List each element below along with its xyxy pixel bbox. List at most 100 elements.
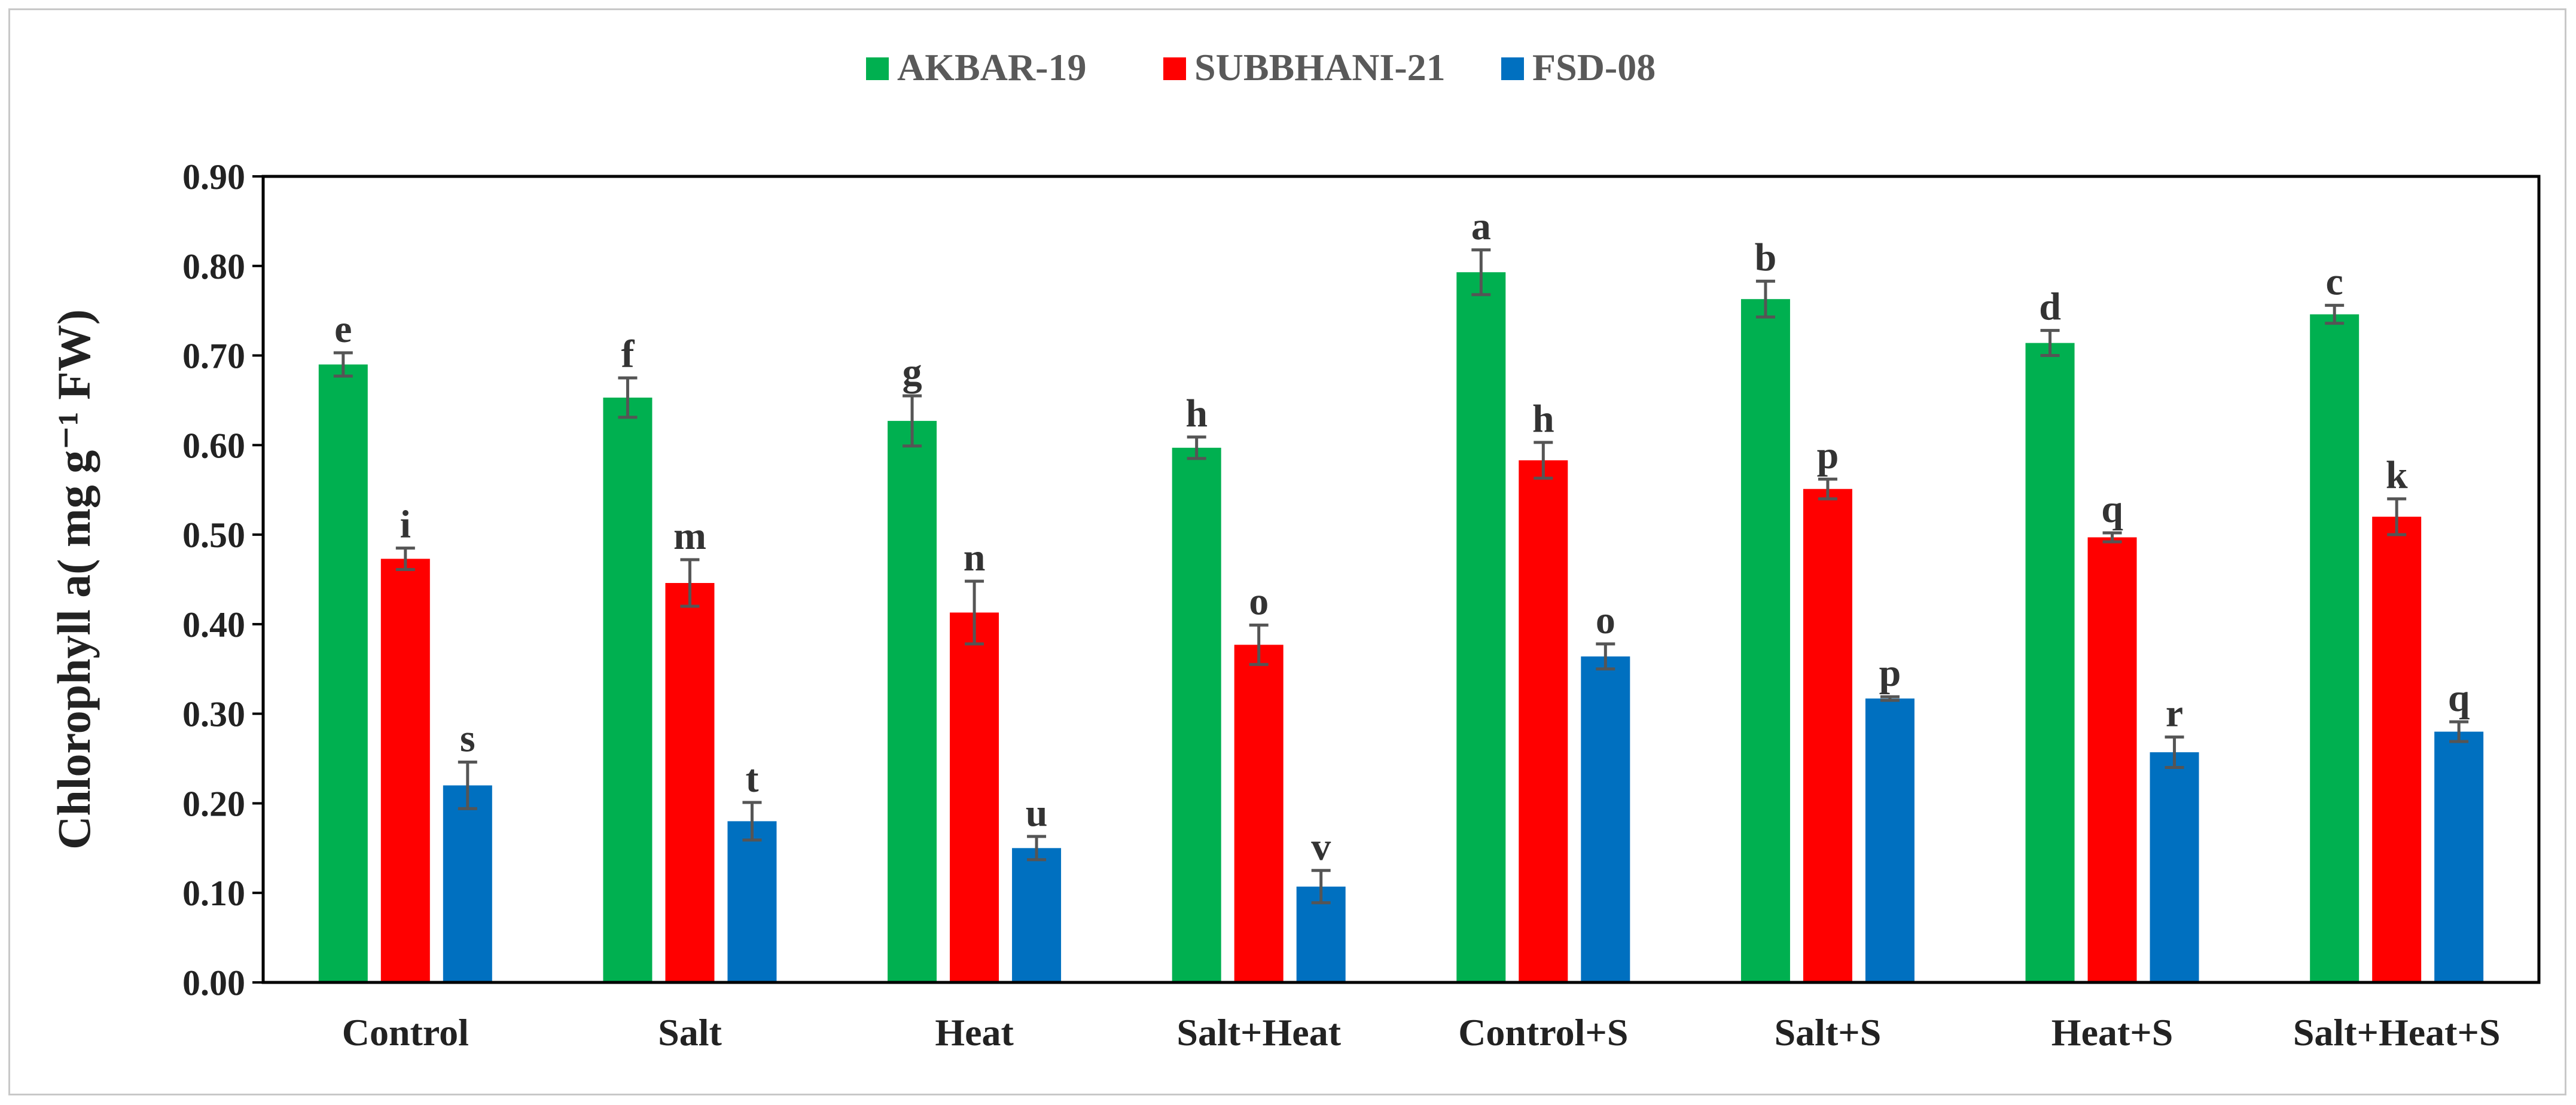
significance-letters: e i s f m t g n u h o v a h o b p p d q r c k q — [334, 204, 2470, 869]
error-bar — [1534, 441, 1553, 480]
bar-akbar-19 — [888, 420, 937, 982]
error-bar — [1187, 435, 1206, 460]
legend-swatch — [1163, 57, 1186, 80]
bar-fsd-08 — [1865, 698, 1915, 982]
bar-akbar-19 — [1456, 272, 1506, 982]
significance-letter: d — [2039, 285, 2061, 329]
legend-item-akbar-19: AKBAR-19 — [866, 46, 1086, 88]
error-bar — [1027, 835, 1047, 862]
x-category-label: Heat+S — [2051, 1011, 2173, 1054]
legend-label: SUBBHANI-21 — [1194, 46, 1446, 88]
bar-akbar-19 — [318, 364, 368, 982]
legend-label: FSD-08 — [1532, 46, 1656, 88]
significance-letter: n — [964, 536, 986, 579]
significance-letter: e — [334, 307, 352, 351]
x-category-label: Control+S — [1458, 1011, 1628, 1054]
error-bar — [1596, 642, 1615, 671]
significance-letter: o — [1596, 599, 1615, 642]
error-bar — [2387, 497, 2407, 536]
bar-subbhani-21 — [2087, 537, 2137, 982]
bar-fsd-08 — [2150, 752, 2199, 982]
bar-akbar-19 — [2025, 343, 2075, 982]
significance-letter: q — [2448, 676, 2470, 720]
x-category-label: Salt+Heat+S — [2293, 1011, 2501, 1054]
error-bar — [1471, 248, 1491, 297]
bar-fsd-08 — [443, 785, 492, 982]
bar-fsd-08 — [2434, 731, 2484, 982]
y-tick-label: 0.10 — [182, 874, 245, 913]
significance-letter: o — [1249, 579, 1269, 623]
y-tick-label: 0.70 — [182, 337, 245, 376]
bar-akbar-19 — [603, 397, 653, 982]
error-bar — [395, 547, 415, 572]
bar-akbar-19 — [1172, 447, 1221, 982]
legend: AKBAR-19 SUBBHANI-21 FSD-08 — [866, 46, 1656, 88]
bar-subbhani-21 — [950, 612, 999, 982]
bar-akbar-19 — [2310, 314, 2359, 983]
error-bars — [333, 248, 2469, 905]
legend-swatch — [866, 57, 889, 80]
y-axis-label: Chlorophyll a( mg g⁻¹ FW) — [48, 309, 100, 850]
y-tick-label: 0.00 — [182, 963, 245, 1003]
significance-letter: i — [400, 503, 411, 547]
error-bar — [1880, 695, 1900, 702]
bar-fsd-08 — [1012, 848, 1062, 982]
bar-subbhani-21 — [2372, 517, 2422, 982]
error-bar — [2449, 720, 2469, 743]
significance-letter: k — [2386, 453, 2408, 497]
error-bar — [458, 761, 477, 810]
bar-subbhani-21 — [1519, 460, 1568, 982]
error-bar — [2040, 329, 2060, 358]
y-tick-label: 0.50 — [182, 515, 245, 555]
bar-subbhani-21 — [665, 582, 715, 982]
significance-letter: t — [745, 757, 758, 801]
x-category-label: Salt+S — [1775, 1011, 1882, 1054]
significance-letter: f — [621, 332, 635, 376]
legend-label: AKBAR-19 — [897, 46, 1086, 88]
error-bar — [1818, 477, 1837, 500]
significance-letter: m — [673, 514, 706, 558]
error-bar — [1755, 279, 1775, 319]
significance-letter: h — [1185, 392, 1208, 435]
error-bar — [1311, 869, 1331, 905]
error-bar — [2325, 304, 2345, 325]
significance-letter: a — [1471, 204, 1491, 248]
x-category-label: Salt+Heat — [1176, 1011, 1341, 1054]
y-tick-label: 0.20 — [182, 784, 245, 823]
significance-letter: r — [2166, 692, 2183, 735]
bar-fsd-08 — [727, 821, 777, 982]
chart-frame — [8, 8, 2566, 1095]
bar-fsd-08 — [1581, 656, 1630, 982]
significance-letter: g — [903, 350, 922, 394]
legend-item-fsd-08: FSD-08 — [1501, 46, 1656, 88]
x-category-label: Salt — [658, 1011, 722, 1054]
error-bar — [618, 376, 638, 419]
y-tick-label: 0.30 — [182, 695, 245, 734]
error-bar — [680, 558, 700, 608]
error-bar — [1249, 623, 1269, 666]
error-bar — [903, 394, 922, 448]
bars — [318, 272, 2484, 983]
y-tick-label: 0.80 — [182, 247, 245, 286]
legend-item-subbhani-21: SUBBHANI-21 — [1163, 46, 1446, 88]
error-bar — [2102, 531, 2122, 544]
error-bar — [742, 801, 762, 842]
plot-area-border — [261, 175, 2541, 984]
legend-swatch — [1501, 57, 1524, 80]
bar-subbhani-21 — [1234, 645, 1284, 982]
significance-letter: h — [1532, 397, 1554, 441]
significance-letter: u — [1026, 791, 1048, 835]
x-category-label: Control — [342, 1011, 469, 1054]
bar-subbhani-21 — [1803, 489, 1852, 982]
x-axis: Control Salt Heat Salt+Heat Control+S Salt+S H… — [342, 1011, 2501, 1054]
significance-letter: q — [2101, 487, 2123, 531]
y-tick-label: 0.60 — [182, 426, 245, 465]
bar-subbhani-21 — [380, 558, 430, 982]
error-bar — [965, 579, 984, 646]
y-tick-label: 0.90 — [182, 157, 245, 197]
y-axis: 0.00 0.10 0.20 0.30 0.40 0.50 0.60 0.70 0.80 0.90 — [182, 157, 263, 1003]
significance-letter: p — [1879, 651, 1901, 695]
bar-akbar-19 — [1740, 299, 1790, 982]
significance-letter: c — [2326, 260, 2343, 304]
